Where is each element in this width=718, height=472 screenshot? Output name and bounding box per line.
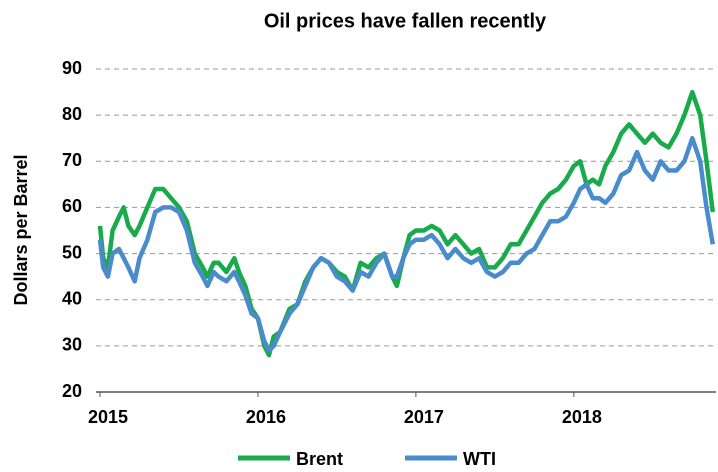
- y-tick-label: 80: [62, 104, 82, 124]
- y-axis-label: Dollars per Barrel: [11, 154, 31, 305]
- x-tick-label: 2017: [404, 407, 444, 427]
- y-tick-label: 30: [62, 335, 82, 355]
- y-tick-label: 40: [62, 288, 82, 308]
- legend-label: Brent: [296, 449, 343, 469]
- y-tick-label: 20: [62, 381, 82, 401]
- y-tick-label: 50: [62, 242, 82, 262]
- series-line: [97, 135, 716, 353]
- y-tick-label: 90: [62, 58, 82, 78]
- x-tick-label: 2018: [562, 407, 602, 427]
- legend-label: WTI: [463, 449, 496, 469]
- chart-title: Oil prices have fallen recently: [264, 10, 547, 32]
- y-tick-label: 60: [62, 196, 82, 216]
- series-line: [97, 89, 716, 358]
- y-tick-label: 70: [62, 150, 82, 170]
- x-tick-label: 2016: [246, 407, 286, 427]
- x-tick-label: 2015: [88, 407, 128, 427]
